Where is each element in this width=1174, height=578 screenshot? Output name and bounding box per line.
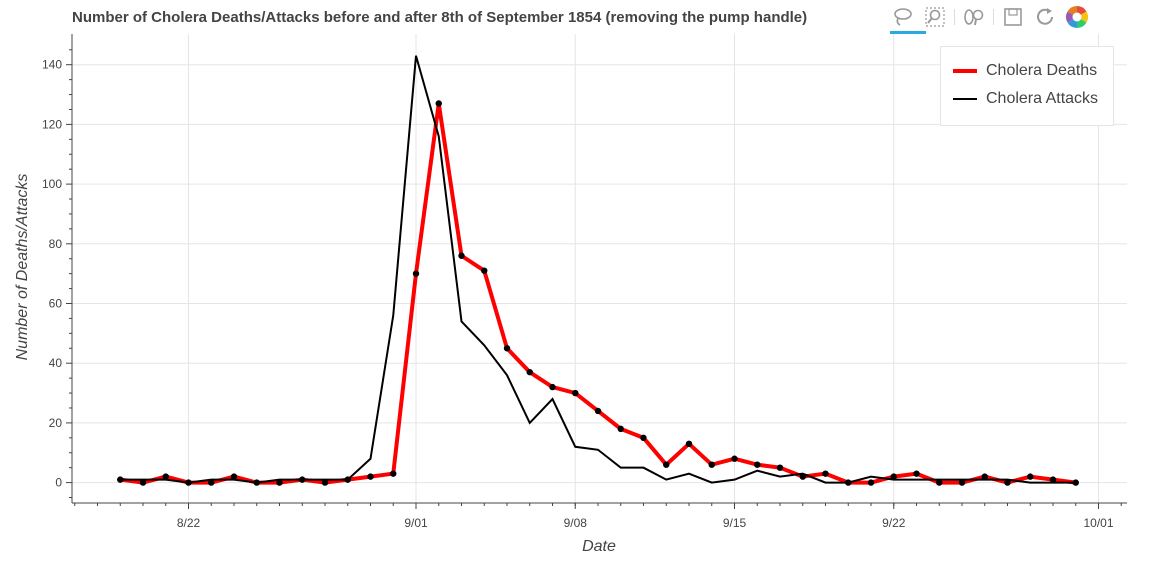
data-point — [390, 470, 397, 477]
data-point — [299, 476, 306, 483]
data-point — [958, 479, 966, 486]
save-icon[interactable] — [1000, 4, 1026, 30]
bokeh-logo-icon[interactable] — [1064, 4, 1090, 30]
axes: 0 20 40 60 80 100 120 140 8/22 9/01 9/08 9/15 9/22 10… — [42, 34, 1127, 530]
reset-icon[interactable] — [1032, 4, 1058, 30]
y-tick-label: 140 — [42, 58, 62, 72]
series-line-attacks — [120, 55, 1076, 484]
chart-title: Number of Cholera Deaths/Attacks before … — [72, 9, 808, 26]
data-point — [526, 368, 533, 376]
x-tick-label: 8/22 — [177, 516, 201, 530]
data-point — [822, 470, 829, 477]
data-point — [435, 100, 442, 107]
data-point — [208, 479, 215, 486]
x-tick-label: 9/08 — [564, 516, 588, 530]
data-point — [640, 434, 647, 442]
x-tick-label: 9/15 — [723, 516, 747, 530]
data-point — [367, 473, 374, 480]
y-tick-label: 40 — [49, 356, 63, 370]
data-point — [503, 345, 511, 352]
y-tick-label: 80 — [49, 237, 63, 251]
data-point — [276, 479, 283, 486]
data-point — [185, 479, 192, 486]
y-tick-label: 20 — [49, 416, 63, 430]
legend-label-attacks: Cholera Attacks — [986, 90, 1099, 107]
data-point — [617, 425, 624, 433]
data-point — [708, 461, 715, 468]
data-point — [139, 479, 147, 486]
x-axis-label: Date — [582, 538, 616, 555]
data-point — [253, 479, 260, 486]
legend: Cholera Deaths Cholera Attacks — [940, 46, 1114, 126]
box-zoom-icon[interactable] — [922, 4, 948, 30]
wheel-zoom-icon[interactable] — [961, 4, 987, 30]
legend-label-deaths: Cholera Deaths — [986, 62, 1098, 79]
data-point — [890, 473, 897, 480]
data-point — [1049, 476, 1057, 483]
data-point — [731, 455, 738, 462]
series-line-deaths — [119, 103, 1077, 485]
data-point — [572, 389, 579, 397]
data-point — [754, 461, 761, 468]
y-axis-label: Number of Deaths/Attacks — [14, 174, 31, 361]
data-point — [799, 473, 806, 480]
data-point — [162, 473, 169, 480]
legend-item-attacks[interactable]: Cholera Attacks — [953, 90, 1098, 108]
data-point — [230, 473, 238, 480]
data-point — [594, 407, 602, 415]
data-point — [1072, 479, 1079, 486]
data-point — [549, 383, 556, 391]
data-point — [412, 270, 420, 277]
toolbar-divider — [954, 9, 955, 25]
y-tick-label: 100 — [42, 177, 62, 191]
lasso-select-icon[interactable] — [890, 4, 926, 34]
data-point — [1027, 473, 1034, 480]
data-point — [936, 479, 943, 486]
data-point — [458, 252, 465, 259]
y-tick-label: 60 — [49, 297, 63, 311]
data-point — [913, 470, 920, 477]
data-point — [867, 479, 875, 486]
data-point — [1004, 479, 1011, 486]
data-point — [981, 473, 988, 480]
y-tick-label: 120 — [42, 117, 62, 131]
toolbar-divider — [993, 9, 994, 25]
legend-swatch-deaths — [953, 69, 977, 73]
legend-item-deaths[interactable]: Cholera Deaths — [953, 62, 1097, 80]
data-point — [685, 440, 693, 447]
data-point — [117, 476, 124, 483]
x-tick-label: 10/01 — [1083, 516, 1113, 530]
legend-swatch-attacks — [953, 98, 977, 100]
plot-area[interactable] — [117, 55, 1079, 486]
toolbar — [890, 2, 1090, 34]
x-tick-label: 9/01 — [404, 516, 428, 530]
data-point — [344, 476, 351, 483]
data-point — [845, 479, 852, 486]
data-point — [321, 479, 329, 486]
data-point — [776, 464, 784, 471]
data-point — [481, 267, 488, 274]
grid — [72, 34, 1127, 503]
y-tick-label: 0 — [55, 476, 62, 490]
data-point — [663, 461, 670, 468]
x-tick-label: 9/22 — [882, 516, 906, 530]
